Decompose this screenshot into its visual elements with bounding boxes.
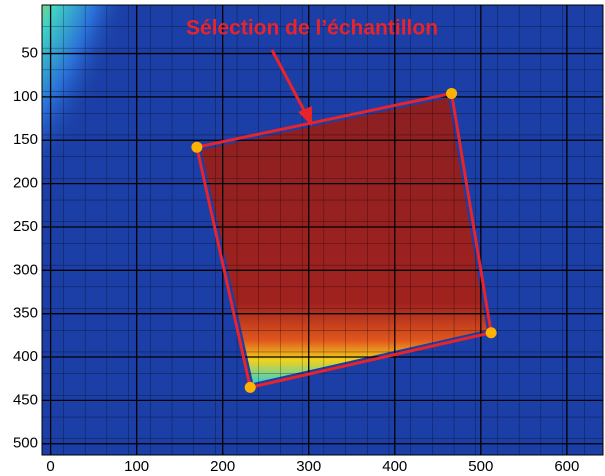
x-tick-label: 300 [296,458,321,475]
image [42,5,603,455]
x-tick-label: 0 [46,458,54,475]
x-tick-label: 500 [468,458,493,475]
annotation-arrow [270,49,308,115]
y-tick-label: 50 [21,45,38,62]
y-tick-label: 350 [13,305,38,322]
axes: 0 100 200 300 400 500 600 50 100 150 200 250 300 350 4… [13,45,579,475]
selection-corner [244,381,256,393]
y-tick-label: 150 [13,131,38,148]
selection [191,87,497,393]
selection-corner [485,327,497,339]
x-tick-label: 100 [124,458,149,475]
x-tick-label: 200 [210,458,235,475]
grid [42,5,603,455]
x-tick-label: 400 [382,458,407,475]
selection-corner [446,87,458,99]
y-tick-label: 450 [13,391,38,408]
annotation: Sélection de l’échantillon [186,17,438,40]
plot-frame [41,4,604,456]
annotation-arrowhead [298,106,312,126]
minor-grid [42,5,603,455]
y-tick-label: 250 [13,218,38,235]
x-tick-label: 600 [554,458,579,475]
y-tick-label: 400 [13,348,38,365]
y-tick-label: 200 [13,175,38,192]
y-tick-label: 500 [13,435,38,452]
selection-corner [191,141,203,153]
y-tick-label: 300 [13,261,38,278]
y-tick-label: 100 [13,88,38,105]
